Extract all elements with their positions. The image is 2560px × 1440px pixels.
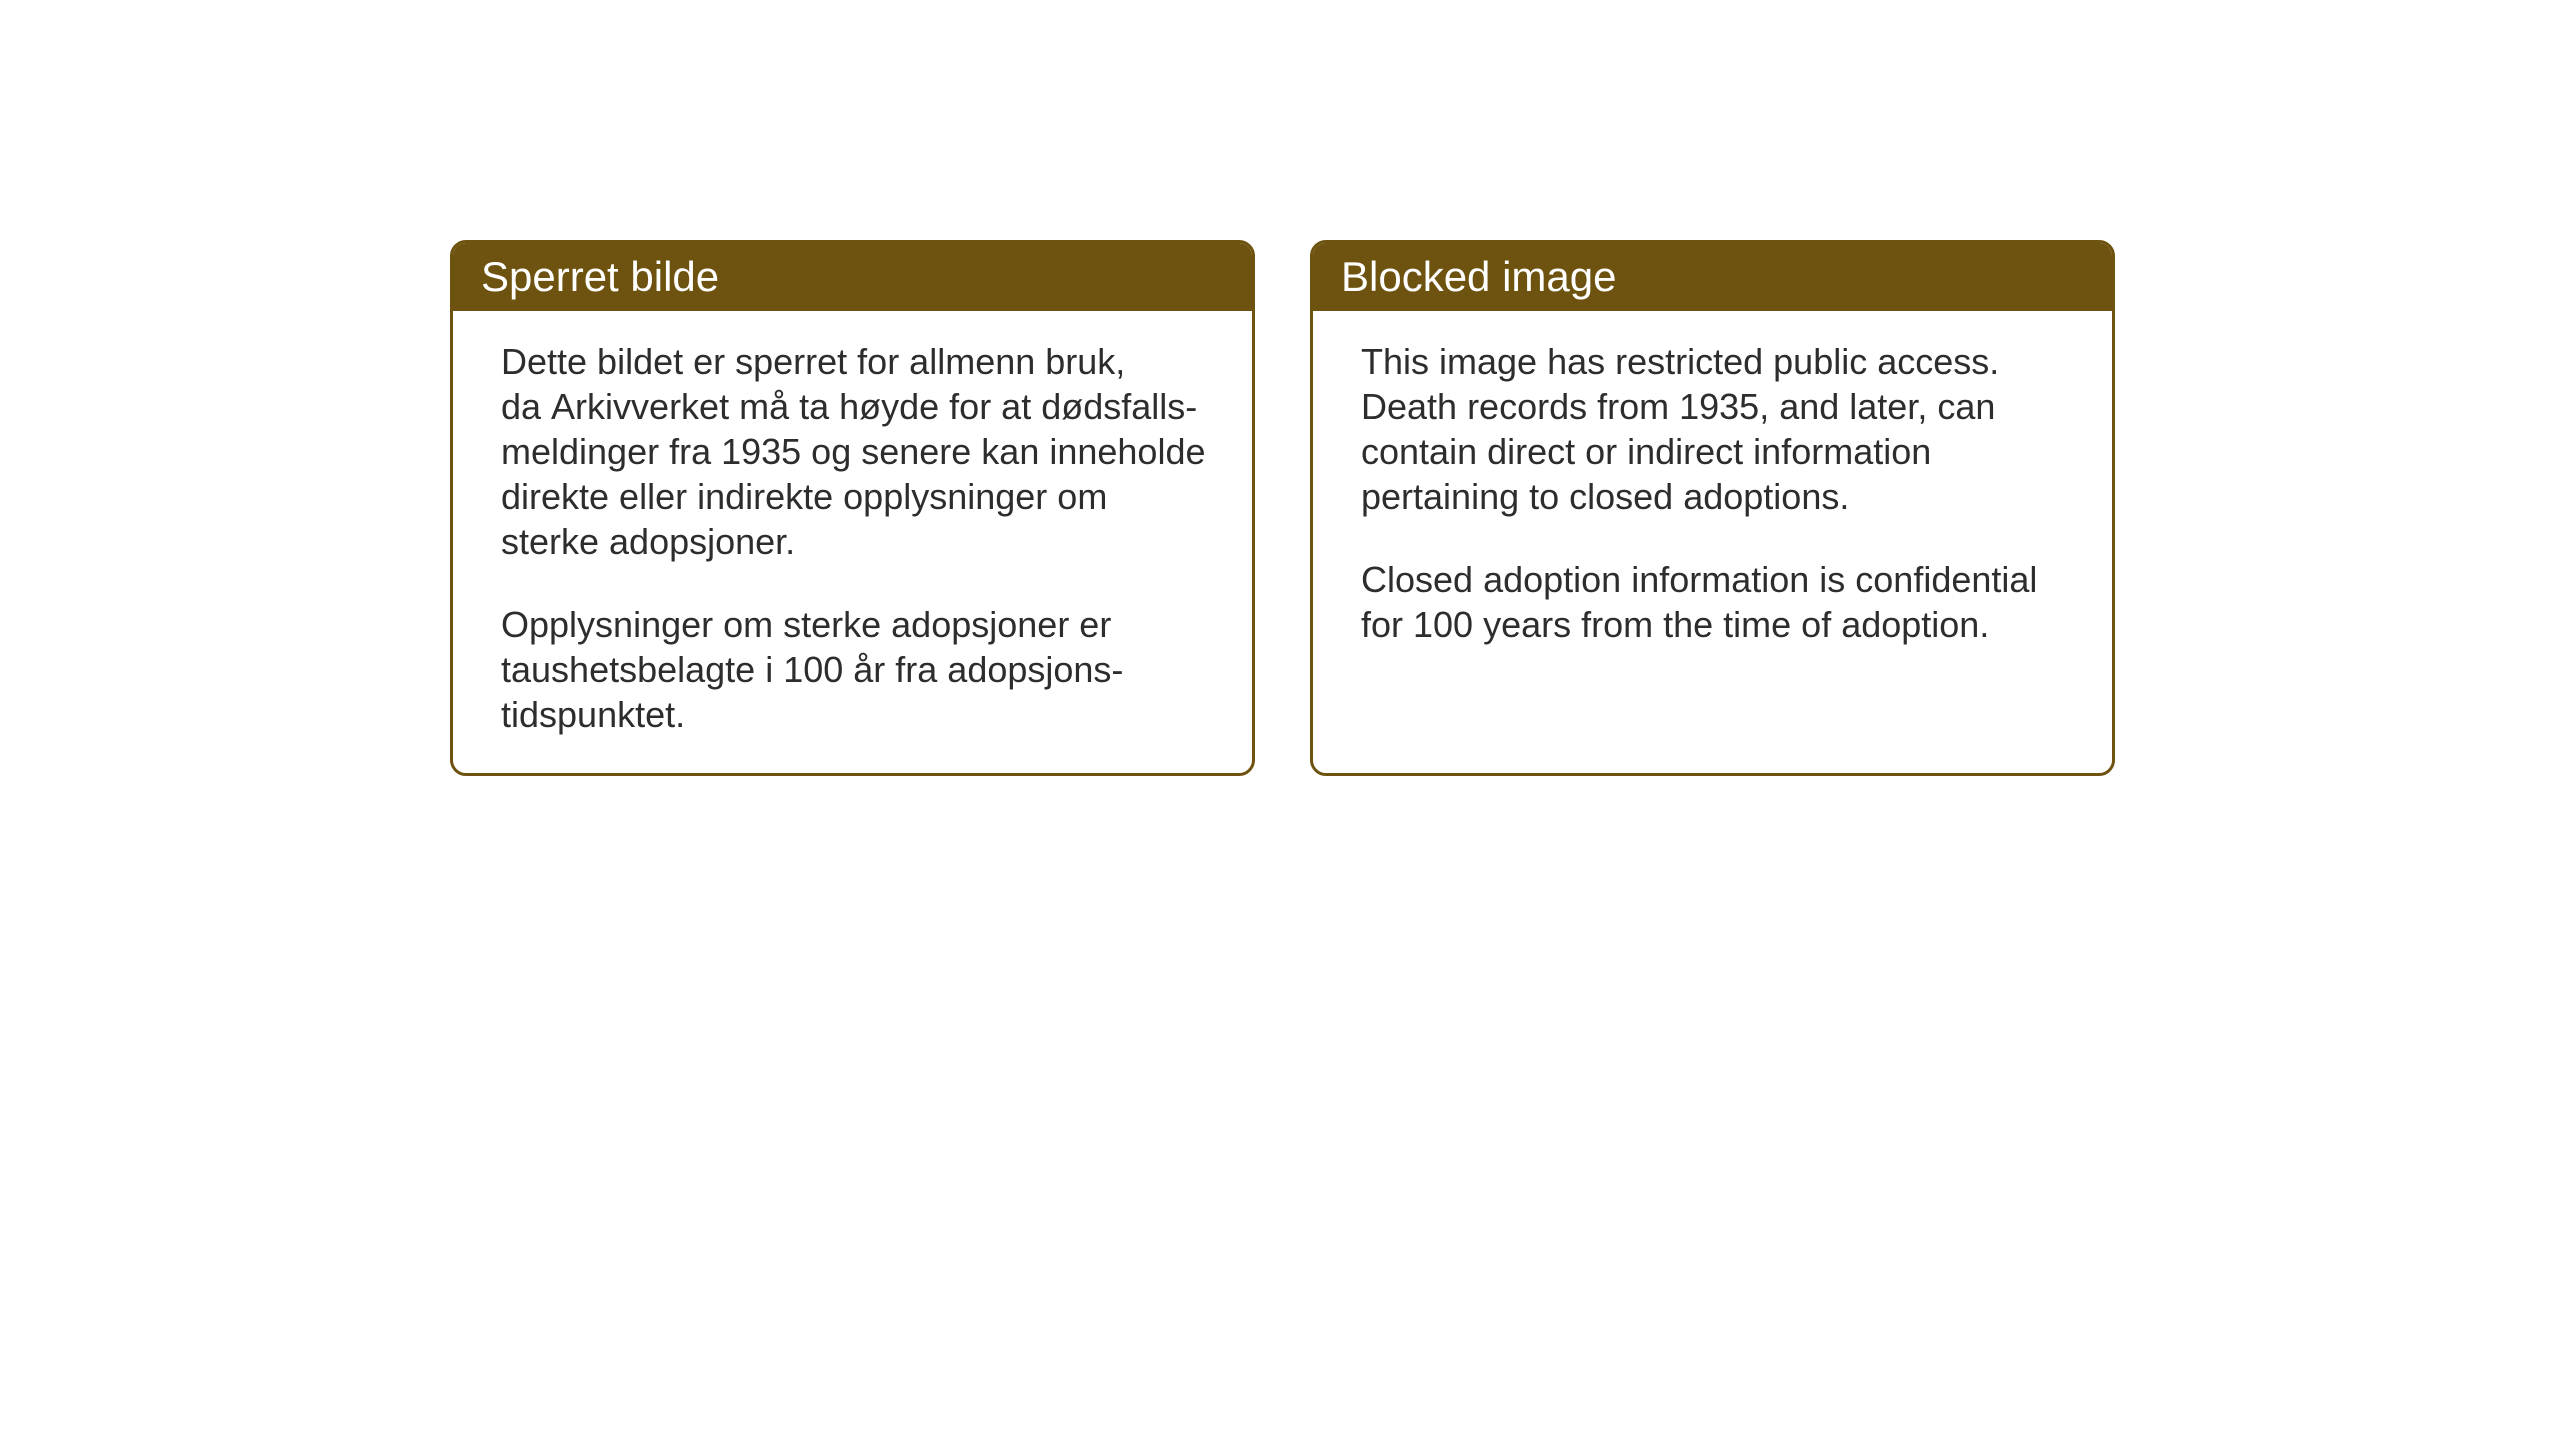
card-body-english: This image has restricted public access.… [1313, 311, 2112, 683]
notice-card-norwegian: Sperret bilde Dette bildet er sperret fo… [450, 240, 1255, 776]
card-title-english: Blocked image [1341, 253, 1616, 300]
card-header-english: Blocked image [1313, 243, 2112, 311]
card-paragraph1-english: This image has restricted public access.… [1361, 339, 2074, 519]
card-paragraph2-english: Closed adoption information is confident… [1361, 557, 2074, 647]
notice-cards-container: Sperret bilde Dette bildet er sperret fo… [450, 240, 2115, 776]
card-paragraph1-norwegian: Dette bildet er sperret for allmenn bruk… [501, 339, 1214, 564]
notice-card-english: Blocked image This image has restricted … [1310, 240, 2115, 776]
card-header-norwegian: Sperret bilde [453, 243, 1252, 311]
card-body-norwegian: Dette bildet er sperret for allmenn bruk… [453, 311, 1252, 773]
card-paragraph2-norwegian: Opplysninger om sterke adopsjoner er tau… [501, 602, 1214, 737]
card-title-norwegian: Sperret bilde [481, 253, 719, 300]
